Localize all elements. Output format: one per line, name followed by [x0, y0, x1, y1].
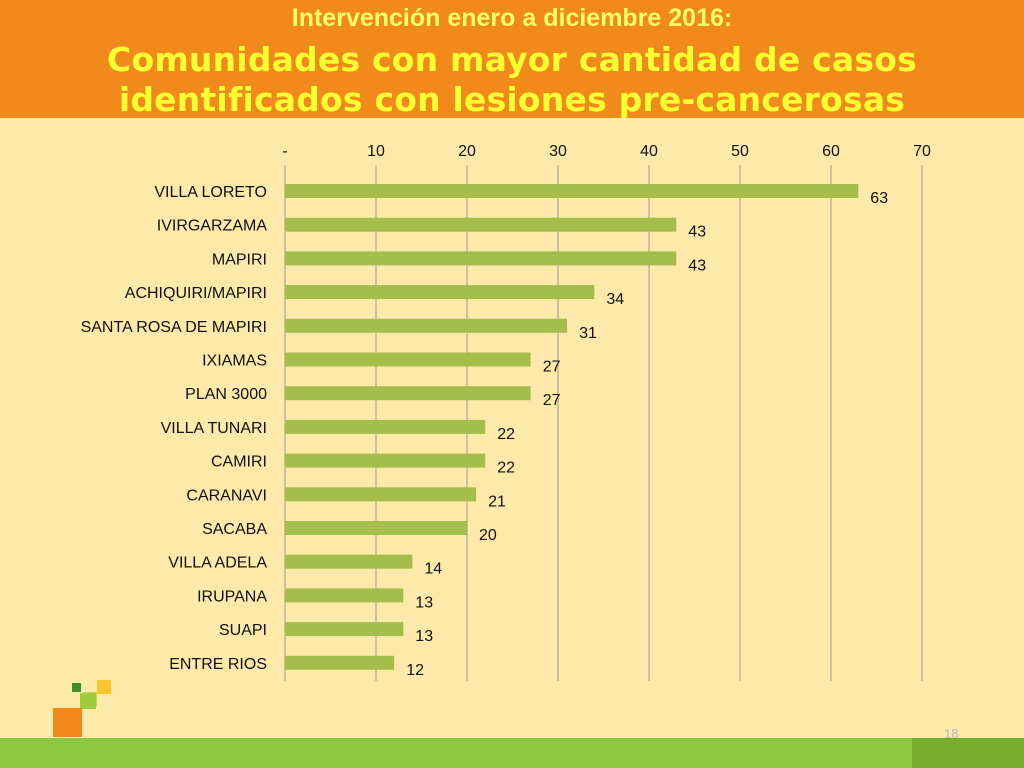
slide-title-line-2: identificados con lesiones pre-cancerosa…	[118, 80, 906, 119]
bar	[285, 184, 859, 198]
data-label: 13	[415, 594, 433, 611]
page-number: 18	[944, 726, 959, 741]
bar	[285, 453, 486, 468]
slide-title-line-1: Comunidades con mayor cantidad de casos	[107, 40, 917, 79]
bar	[285, 285, 595, 300]
data-label: 14	[424, 561, 442, 578]
x-tick-label: 60	[822, 143, 840, 160]
footer-bar	[0, 738, 1024, 768]
x-tick-label: 30	[549, 143, 567, 160]
bar	[285, 487, 477, 502]
bar	[285, 588, 404, 603]
category-label: SACABA	[202, 521, 267, 538]
data-label: 22	[497, 460, 515, 477]
bar	[285, 386, 531, 401]
category-label: MAPIRI	[212, 251, 267, 268]
bar	[285, 318, 568, 333]
category-label: VILLA TUNARI	[161, 420, 267, 437]
category-label: VILLA LORETO	[154, 184, 267, 201]
data-label: 43	[688, 257, 706, 274]
x-tick-label: 20	[458, 143, 476, 160]
bar	[285, 419, 486, 434]
category-label: IVIRGARZAMA	[157, 218, 268, 235]
decor-square-orange	[53, 708, 82, 737]
category-label: ENTRE RIOS	[169, 656, 267, 673]
category-label: PLAN 3000	[185, 386, 267, 403]
data-label: 63	[870, 190, 888, 207]
bar	[285, 655, 395, 670]
decor-square-yellow	[97, 680, 111, 694]
category-label: SANTA ROSA DE MAPIRI	[81, 319, 267, 336]
data-label: 22	[497, 426, 515, 443]
bar	[285, 352, 531, 367]
bar	[285, 622, 404, 637]
category-label: SUAPI	[219, 622, 267, 639]
bar	[285, 554, 413, 569]
bar	[285, 521, 467, 535]
category-label: VILLA ADELA	[168, 555, 267, 572]
data-label: 13	[415, 628, 433, 645]
category-label: CARANAVI	[186, 487, 267, 504]
data-label: 43	[688, 224, 706, 241]
slide-subtitle: Intervención enero a diciembre 2016:	[291, 4, 733, 32]
data-label: 34	[606, 291, 624, 308]
data-label: 12	[406, 662, 424, 679]
decor-square-dark-green	[72, 683, 81, 692]
category-label: IRUPANA	[197, 588, 267, 605]
x-tick-label: 70	[913, 143, 931, 160]
x-tick-label: 10	[367, 143, 385, 160]
bar	[285, 217, 677, 232]
slide-header: Intervención enero a diciembre 2016: Com…	[0, 0, 1024, 119]
bar	[285, 251, 677, 266]
category-label: CAMIRI	[211, 454, 267, 471]
bar-chart: - 10 20 30 40 50 60 70 VILLA LORETO 63 IVIRGARZAMA…	[81, 143, 931, 681]
footer-bar-accent	[912, 738, 1024, 768]
data-label: 27	[543, 359, 561, 376]
x-tick-label: 40	[640, 143, 658, 160]
x-tick-label: 50	[731, 143, 749, 160]
decor-square-green	[80, 693, 96, 709]
data-label: 21	[488, 493, 506, 510]
data-label: 27	[543, 392, 561, 409]
data-label: 20	[479, 527, 497, 544]
x-tick-label: -	[282, 143, 287, 160]
data-label: 31	[579, 325, 597, 342]
category-label: IXIAMAS	[202, 353, 267, 370]
category-label: ACHIQUIRI/MAPIRI	[125, 285, 267, 302]
